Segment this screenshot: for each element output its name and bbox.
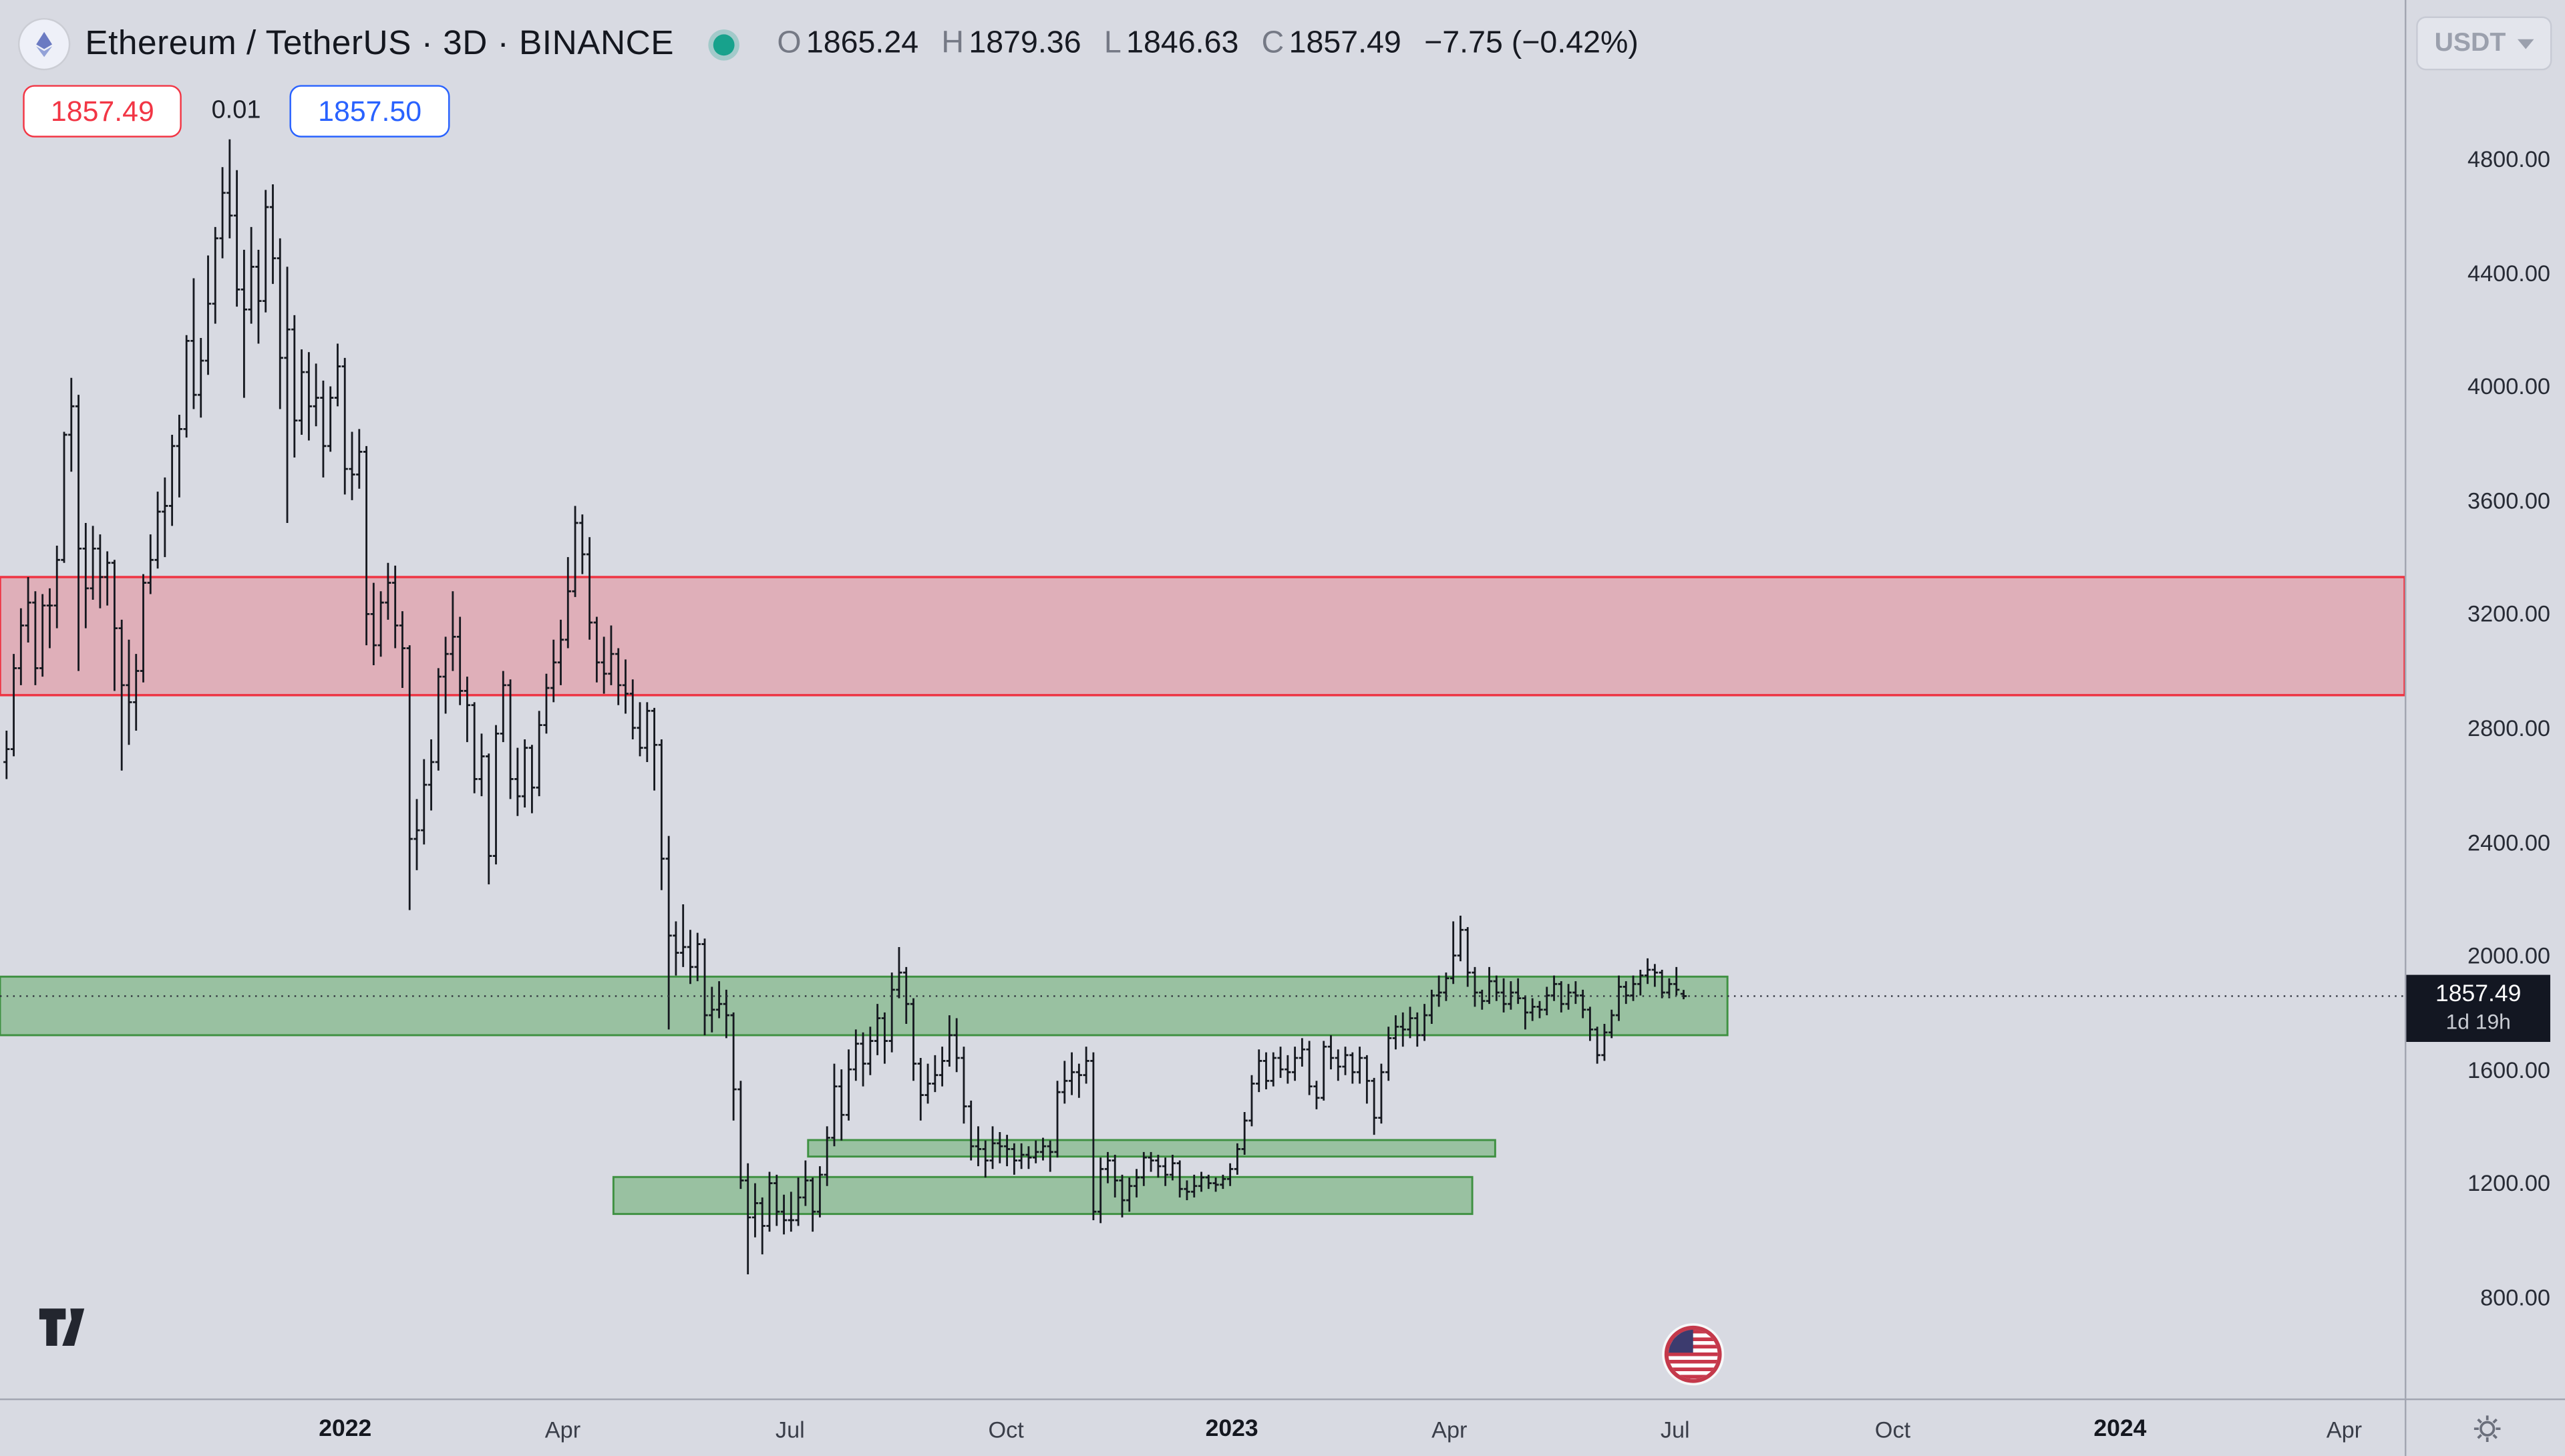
- tradingview-logo[interactable]: [39, 1308, 105, 1356]
- axis-settings-corner[interactable]: [2405, 1398, 2565, 1456]
- price-tick-label: 3200.00: [2467, 600, 2550, 627]
- price-tick-label: 2000.00: [2467, 942, 2550, 969]
- change-value: −7.75 (−0.42%): [1424, 26, 1639, 61]
- currency-label: USDT: [2434, 28, 2506, 57]
- spread-value: 0.01: [211, 96, 261, 125]
- time-tick-label: Apr: [544, 1415, 581, 1442]
- bar-countdown: 1d 19h: [2445, 1009, 2511, 1034]
- price-tick-label: 2800.00: [2467, 715, 2550, 741]
- price-tick-label: 4800.00: [2467, 145, 2550, 172]
- current-price-value: 1857.49: [2435, 981, 2522, 1008]
- currency-toggle-button[interactable]: USDT: [2416, 16, 2552, 71]
- time-tick-label: Apr: [1431, 1415, 1468, 1442]
- price-tick-label: 800.00: [2480, 1284, 2550, 1310]
- time-tick-label: Apr: [2326, 1415, 2363, 1442]
- current-price-label: 1857.49 1d 19h: [2406, 974, 2550, 1043]
- time-tick-label: Oct: [1874, 1415, 1911, 1442]
- time-tick-label: Jul: [1660, 1415, 1690, 1442]
- price-tick-label: 3600.00: [2467, 487, 2550, 514]
- open-value: 1865.24: [806, 26, 919, 61]
- chart-legend: Ethereum / TetherUS · 3D · BINANCE O 1865…: [19, 19, 1639, 69]
- price-axis[interactable]: USDT 1857.49 1d 19h 4800.00 4400.00 4000.0…: [2405, 0, 2565, 1399]
- chart-pane[interactable]: Ethereum / TetherUS · 3D · BINANCE O 1865…: [0, 0, 2405, 1399]
- price-tick-label: 4000.00: [2467, 373, 2550, 400]
- time-tick-label: 2024: [2093, 1415, 2147, 1442]
- sell-button[interactable]: 1857.49: [23, 85, 182, 138]
- gear-icon[interactable]: [2471, 1413, 2502, 1445]
- chevron-down-icon: [2517, 38, 2534, 49]
- low-value: 1846.63: [1126, 26, 1239, 61]
- ohlc-bar-ticks: [3, 192, 1687, 1227]
- bid-ask-row: 1857.49 0.01 1857.50: [23, 85, 450, 138]
- price-tick-label: 4400.00: [2467, 259, 2550, 286]
- time-tick-label: Oct: [988, 1415, 1024, 1442]
- price-tick-label: 1600.00: [2467, 1056, 2550, 1083]
- open-label: O: [777, 26, 802, 61]
- price-tick-label: 1200.00: [2467, 1169, 2550, 1197]
- price-chart[interactable]: [0, 0, 2405, 1399]
- high-label: H: [941, 26, 965, 61]
- time-tick-label: 2022: [319, 1415, 372, 1442]
- close-value: 1857.49: [1289, 26, 1401, 61]
- time-axis[interactable]: 2022 Apr Jul Oct 2023 Apr Jul Oct 2024 Apr: [0, 1398, 2405, 1456]
- ohlc-bars: [5, 139, 1685, 1275]
- ohlc-values: O 1865.24 H 1879.36 L 1846.63 C 1857.49 −7.7…: [777, 26, 1639, 62]
- resistance-zone[interactable]: [0, 576, 2405, 697]
- market-status-icon[interactable]: [713, 33, 735, 55]
- high-value: 1879.36: [969, 26, 1081, 61]
- buy-button[interactable]: 1857.50: [290, 85, 450, 138]
- time-tick-label: Jul: [775, 1415, 805, 1442]
- flag-canton: [1668, 1330, 1693, 1353]
- us-flag-icon[interactable]: [1668, 1330, 1718, 1379]
- ethereum-logo-icon: [19, 19, 69, 69]
- low-label: L: [1103, 26, 1122, 61]
- support-zone-low[interactable]: [612, 1175, 1474, 1216]
- symbol-title[interactable]: Ethereum / TetherUS · 3D · BINANCE: [85, 24, 675, 63]
- price-tick-label: 2400.00: [2467, 828, 2550, 855]
- time-tick-label: 2023: [1205, 1415, 1258, 1442]
- close-label: C: [1261, 26, 1285, 61]
